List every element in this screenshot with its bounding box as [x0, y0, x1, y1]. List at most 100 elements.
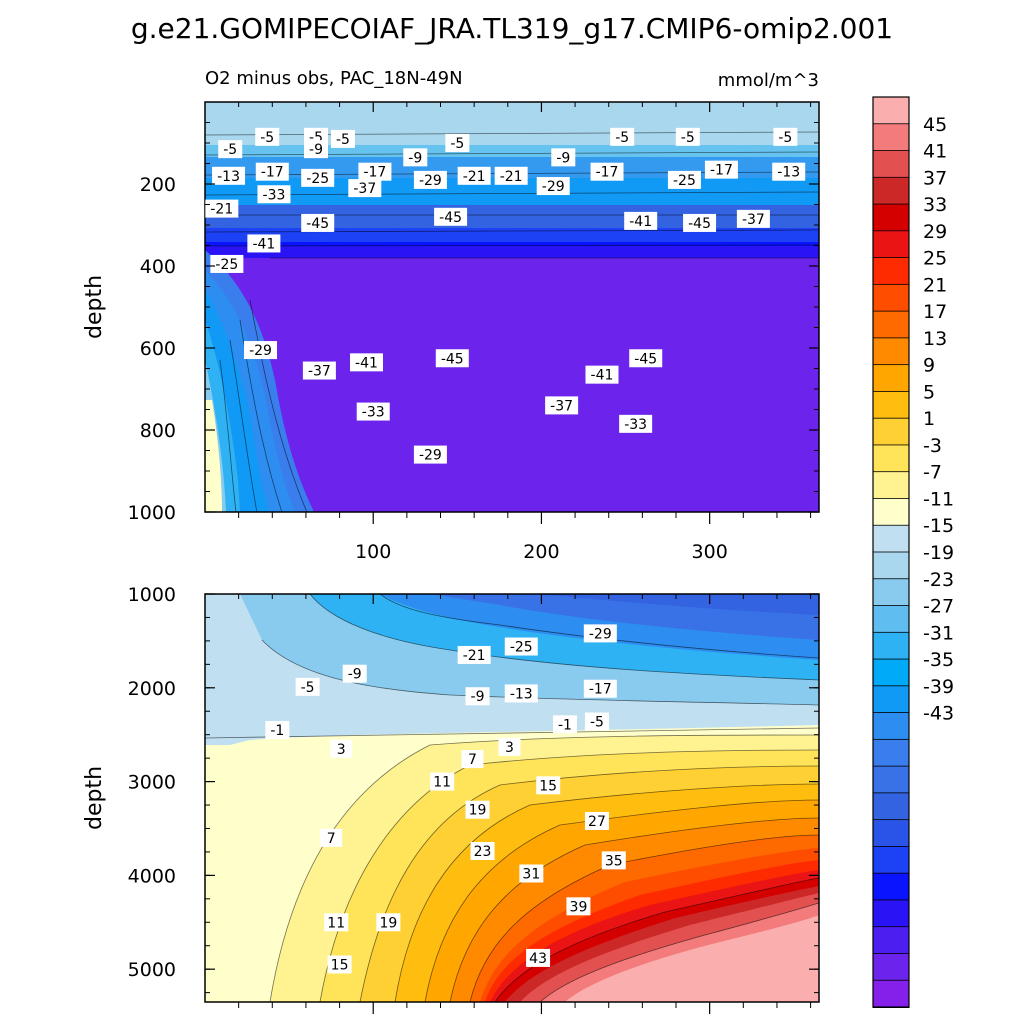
- colorbar-label: 5: [923, 381, 935, 403]
- upper-contour-label-bg: [358, 162, 392, 181]
- lower-ytick-label: 1000: [128, 584, 176, 606]
- lower-contour-label: 7: [468, 752, 477, 768]
- lower-ytick-label: 5000: [128, 959, 176, 981]
- upper-ytick-label: 600: [140, 338, 176, 360]
- colorbar-label: -11: [923, 488, 954, 510]
- colorbar-swatch: [872, 471, 910, 500]
- upper-contour-label-bg: [302, 361, 336, 380]
- upper-contour-label: -41: [252, 236, 275, 252]
- lower-contour-label-bg: [342, 664, 367, 683]
- upper-contour-label: -37: [550, 398, 573, 414]
- lower-contour-label: 23: [474, 844, 492, 860]
- colorbar-label: 17: [923, 301, 947, 323]
- lower-contour-label: -5: [590, 715, 604, 731]
- colorbar-swatch: [872, 765, 910, 794]
- colorbar-swatch: [872, 230, 910, 259]
- upper-contour-label: -45: [306, 216, 329, 232]
- lower-contour-label-bg: [320, 828, 343, 847]
- lower-contour-label: -9: [348, 667, 362, 683]
- colorbar-swatch: [872, 979, 910, 1008]
- lower-contour-label: 3: [505, 740, 514, 756]
- colorbar-label: -39: [923, 676, 954, 698]
- upper-contour-label-bg: [585, 365, 619, 384]
- colorbar-swatch: [872, 150, 910, 179]
- upper-contour-label-bg: [545, 396, 579, 415]
- upper-contour-label-bg: [304, 140, 329, 159]
- upper-contour-label: -9: [408, 150, 422, 166]
- colorbar-swatch: [872, 444, 910, 473]
- lower-contour-label-bg: [536, 776, 561, 795]
- colorbar-swatch: [872, 578, 910, 607]
- upper-contour-label-bg: [349, 353, 383, 372]
- lower-contour-label: 31: [522, 867, 540, 883]
- upper-contour-label-bg: [205, 199, 239, 218]
- colorbar-swatch: [872, 738, 910, 768]
- upper-contour-label-bg: [244, 341, 278, 360]
- lower-ylabel: depth: [82, 766, 107, 830]
- upper-contour-label: -17: [710, 163, 733, 179]
- upper-contour-label-bg: [704, 160, 738, 179]
- colorbar-swatch: [872, 391, 910, 420]
- upper-contour-label: -25: [215, 257, 238, 273]
- colorbar-label: 33: [923, 194, 947, 216]
- colorbar-label: 29: [923, 221, 947, 243]
- upper-contour-label-bg: [590, 162, 624, 181]
- colorbar-swatch: [872, 123, 910, 152]
- colorbar-swatch: [872, 310, 910, 339]
- colorbar-swatch: [872, 792, 910, 821]
- upper-contour-label-bg: [255, 162, 289, 181]
- colorbar-label: -23: [923, 569, 954, 591]
- lower-contour-label-bg: [498, 737, 521, 756]
- upper-contour-label: -17: [261, 165, 284, 181]
- lower-contour-label-bg: [461, 750, 484, 769]
- lower-contour-label: 15: [331, 957, 349, 973]
- colorbar-swatch: [872, 953, 910, 982]
- upper-contour-label-bg: [413, 170, 447, 189]
- upper-contour-label: -9: [309, 142, 323, 158]
- upper-contour-label-bg: [629, 349, 663, 368]
- colorbar-swatch: [872, 846, 910, 875]
- upper-panel: O2 minus obs, PAC_18N-49N mmol/m^3: [82, 68, 820, 563]
- upper-contour-label: -21: [463, 169, 486, 185]
- lower-ytick-label: 3000: [128, 772, 176, 794]
- lower-contour-label: -17: [589, 682, 612, 698]
- lower-contour-label: 39: [570, 899, 588, 915]
- upper-contour-label-bg: [301, 168, 335, 187]
- upper-contour-label-bg: [619, 414, 653, 433]
- upper-contour-label: -41: [591, 368, 614, 384]
- colorbar-frame: [872, 96, 910, 1008]
- lower-contour-label-bg: [583, 624, 617, 643]
- upper-xtick-label: 300: [692, 541, 728, 563]
- lower-contour-label-bg: [330, 739, 353, 758]
- colorbar-label: 25: [923, 248, 947, 270]
- colorbar-swatch: [872, 176, 910, 206]
- upper-contour-label-bg: [457, 166, 491, 185]
- colorbar-swatch: [872, 685, 910, 714]
- lower-contour-label-bg: [376, 913, 401, 932]
- upper-contour-label: -45: [439, 210, 462, 226]
- upper-contour-label-bg: [210, 254, 244, 273]
- upper-contour-label-bg: [445, 134, 470, 152]
- colorbar-label: 21: [923, 274, 947, 296]
- lower-contour-label: -1: [558, 717, 572, 733]
- colorbar-label: 1: [923, 408, 935, 430]
- lower-contour-label-bg: [519, 864, 544, 883]
- colorbar-swatch: [872, 96, 910, 125]
- lower-contour-label-bg: [504, 637, 538, 656]
- upper-contour-label: -21: [210, 202, 233, 218]
- upper-y-axis: 200 400 600 800 1000: [128, 101, 819, 524]
- lower-contour-label: -29: [589, 626, 612, 642]
- figure-title: g.e21.GOMIPECOIAF_JRA.TL319_g17.CMIP6-om…: [131, 12, 893, 45]
- lower-contour-label-bg: [504, 684, 538, 703]
- lower-contour-label: 15: [539, 778, 557, 794]
- lower-contour-label: -21: [463, 648, 486, 664]
- colorbar-label: -15: [923, 515, 954, 537]
- colorbar-swatch: [872, 203, 910, 232]
- upper-contour-label: -37: [308, 364, 331, 380]
- lower-contour-label-bg: [430, 772, 455, 791]
- upper-xtick-label: 200: [523, 541, 559, 563]
- colorbar-label: 37: [923, 167, 947, 189]
- upper-contour-label: -33: [263, 187, 286, 203]
